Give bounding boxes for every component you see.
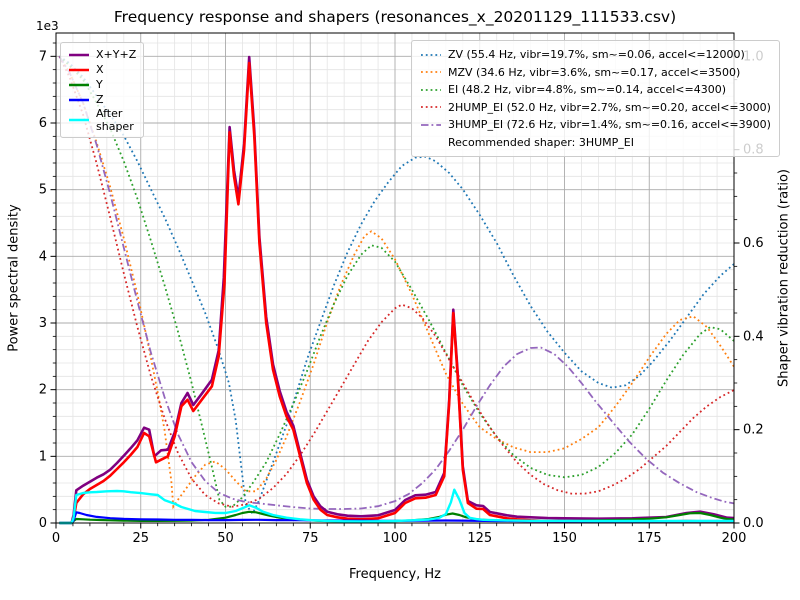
shaper-curves bbox=[58, 55, 735, 516]
x-tick-label: 100 bbox=[383, 531, 408, 546]
x-tick-label: 75 bbox=[302, 531, 319, 546]
legend-swatch-solid bbox=[69, 118, 89, 122]
legend-swatch-dotted bbox=[421, 53, 441, 56]
y-axis-offset-text: 1e3 bbox=[36, 19, 59, 33]
curve-EI bbox=[58, 55, 735, 508]
grid-minor bbox=[56, 33, 734, 523]
legend-label: X bbox=[96, 63, 104, 76]
legend-item-EI: EI (48.2 Hz, vibr=4.8%, sm~=0.14, accel<… bbox=[420, 81, 771, 99]
y-left-tick-label: 0 bbox=[39, 516, 47, 531]
y-left-tick-label: 7 bbox=[39, 49, 47, 64]
legend-swatch-dashdot bbox=[421, 123, 441, 126]
legend-item-Z: Z bbox=[68, 92, 136, 107]
legend-item-3HUMP_EI: 3HUMP_EI (72.6 Hz, vibr=1.4%, sm~=0.16, … bbox=[420, 116, 771, 134]
legend-swatch-dotted bbox=[421, 88, 441, 91]
x-tick-label: 25 bbox=[132, 531, 149, 546]
legend-swatch-solid bbox=[69, 53, 89, 56]
x-tick-label: 175 bbox=[637, 531, 662, 546]
legend-label: X+Y+Z bbox=[96, 48, 137, 61]
y-axis-label-right: Shaper vibration reduction (ratio) bbox=[776, 169, 792, 387]
legend-label: ZV (55.4 Hz, vibr=19.7%, sm~=0.06, accel… bbox=[448, 48, 745, 62]
legend-label: 3HUMP_EI (72.6 Hz, vibr=1.4%, sm~=0.16, … bbox=[448, 118, 771, 132]
tick-labels: 0 25 50 75 100 125 150 175 200 0 1 2 3 4 5 6 7 0.0 0.2 0.4 0… bbox=[39, 49, 764, 545]
legend-item-MZV: MZV (34.6 Hz, vibr=3.6%, sm~=0.17, accel… bbox=[420, 64, 771, 82]
legend-label: MZV (34.6 Hz, vibr=3.6%, sm~=0.17, accel… bbox=[448, 65, 741, 79]
y-axis-label-left: Power spectral density bbox=[6, 204, 22, 352]
legend-label: EI (48.2 Hz, vibr=4.8%, sm~=0.14, accel<… bbox=[448, 83, 726, 97]
y-right-tick-label: 0.2 bbox=[743, 423, 764, 438]
legend-item-X+Y+Z: X+Y+Z bbox=[68, 47, 136, 62]
legend-label: After shaper bbox=[96, 107, 134, 133]
legend-psd: X+Y+Z X Y Z After shaper bbox=[60, 42, 145, 138]
legend-item-Y: Y bbox=[68, 77, 136, 92]
legend-item-Aftershaper: After shaper bbox=[68, 107, 136, 133]
psd-curves bbox=[59, 55, 735, 525]
x-tick-label: 50 bbox=[217, 531, 234, 546]
y-left-tick-label: 3 bbox=[39, 316, 47, 331]
legend-item-ZV: ZV (55.4 Hz, vibr=19.7%, sm~=0.06, accel… bbox=[420, 46, 771, 64]
curve-After-shaper bbox=[59, 488, 734, 525]
axis-ticks bbox=[50, 42, 740, 529]
x-axis-label: Frequency, Hz bbox=[348, 567, 442, 582]
curve-X+Y+Z bbox=[59, 55, 735, 525]
legend-label: 2HUMP_EI (52.0 Hz, vibr=2.7%, sm~=0.20, … bbox=[448, 100, 771, 114]
legend-swatch-solid bbox=[69, 83, 89, 86]
legend-swatch-dotted bbox=[421, 71, 441, 74]
y-right-tick-label: 0.4 bbox=[743, 329, 764, 344]
curve-X bbox=[59, 61, 735, 525]
legend-swatch-solid bbox=[69, 68, 89, 71]
x-tick-label: 0 bbox=[52, 531, 60, 546]
chart-title: Frequency response and shapers (resonanc… bbox=[113, 8, 677, 26]
legend-label: Z bbox=[96, 93, 104, 106]
x-tick-label: 200 bbox=[722, 531, 747, 546]
curve-ZV bbox=[58, 55, 735, 516]
legend-item-2HUMP_EI: 2HUMP_EI (52.0 Hz, vibr=2.7%, sm~=0.20, … bbox=[420, 99, 771, 117]
y-left-tick-label: 4 bbox=[39, 249, 47, 264]
y-left-tick-label: 6 bbox=[39, 116, 47, 131]
curve-3HUMP_EI bbox=[58, 55, 735, 510]
legend-label: Y bbox=[96, 78, 103, 91]
y-right-tick-label: 0.0 bbox=[743, 516, 764, 531]
y-left-tick-label: 1 bbox=[39, 449, 47, 464]
legend-shapers: ZV (55.4 Hz, vibr=19.7%, sm~=0.06, accel… bbox=[411, 40, 780, 157]
legend-item-X: X bbox=[68, 62, 136, 77]
legend-swatch-solid bbox=[69, 98, 89, 101]
x-tick-label: 125 bbox=[467, 531, 492, 546]
y-left-tick-label: 2 bbox=[39, 383, 47, 398]
y-left-tick-label: 5 bbox=[39, 183, 47, 198]
legend-swatch-dotted bbox=[421, 106, 441, 109]
x-tick-label: 150 bbox=[552, 531, 577, 546]
y-right-tick-label: 0.6 bbox=[743, 236, 764, 251]
legend-recommended-shaper: Recommended shaper: 3HUMP_EI bbox=[448, 135, 634, 149]
